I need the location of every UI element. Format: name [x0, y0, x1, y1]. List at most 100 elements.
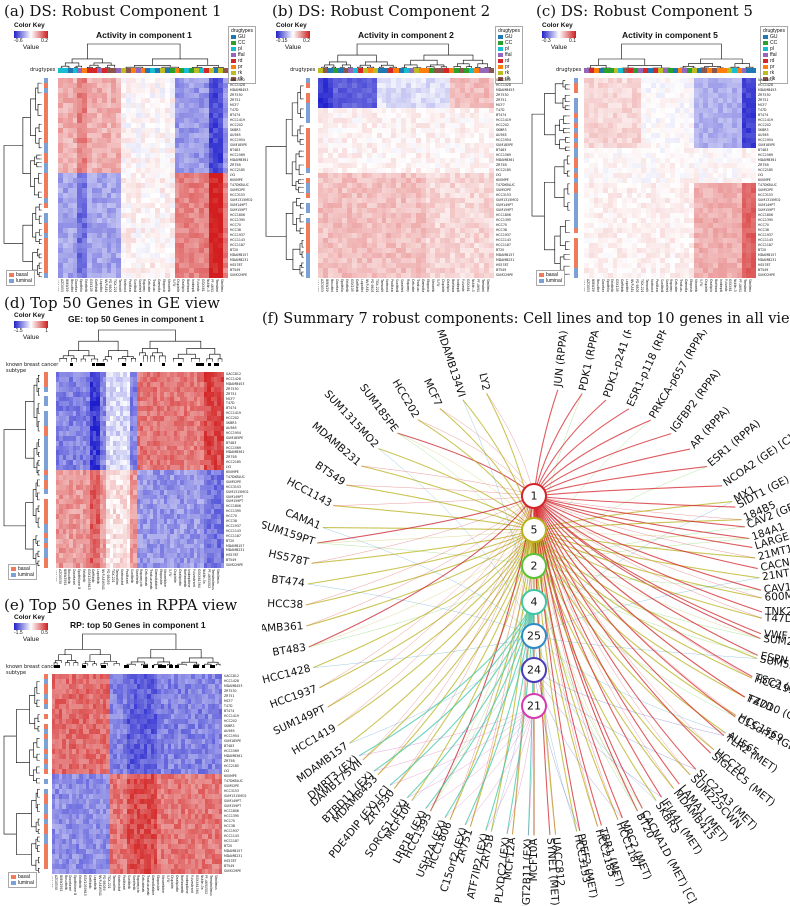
heatmap-cell — [371, 228, 377, 233]
heatmap-cell — [58, 188, 63, 193]
heatmap-cell — [376, 118, 382, 123]
heatmap-cell — [101, 113, 107, 118]
heatmap-cell — [636, 163, 642, 168]
heatmap-cell — [430, 263, 436, 268]
heatmap-cell — [631, 168, 637, 173]
heatmap-cell — [169, 173, 175, 178]
heatmap-cell — [386, 218, 392, 223]
heatmap-cell — [194, 88, 199, 93]
heatmap-cell — [189, 268, 194, 273]
heatmap-cell — [111, 163, 117, 168]
heatmap-cell — [650, 148, 656, 153]
drugtype-cell — [428, 68, 434, 73]
heatmap-cell — [584, 153, 589, 158]
heatmap-cell — [386, 153, 392, 158]
heatmap-cell — [337, 193, 343, 198]
heatmap-cell — [603, 238, 608, 243]
heatmap-cell — [459, 253, 465, 258]
heatmap-cell — [679, 258, 685, 263]
heatmap-cell — [82, 223, 88, 228]
heatmap-cell — [459, 183, 465, 188]
heatmap-cell — [72, 133, 78, 138]
heatmap-cell — [116, 158, 122, 163]
heatmap-cell — [189, 163, 194, 168]
heatmap-cell — [347, 143, 353, 148]
heatmap-cell — [454, 218, 460, 223]
heatmap-cell — [116, 128, 122, 133]
heatmap-cell — [130, 88, 136, 93]
heatmap-cell — [484, 223, 490, 228]
heatmap-cell — [469, 238, 475, 243]
heatmap-cell — [67, 263, 73, 268]
heatmap-cell — [435, 133, 441, 138]
heatmap-cell — [660, 178, 666, 183]
heatmap-cell — [337, 98, 343, 103]
heatmap-col-label: Ixabepilone — [191, 279, 195, 292]
subtype-cell — [574, 238, 578, 243]
heatmap-cell — [459, 143, 465, 148]
heatmap-cell — [469, 148, 475, 153]
heatmap-cell — [223, 238, 228, 243]
heatmap-col-labels: AG1478AZD0530BIBW2992BosutinibDocetaxelE… — [58, 278, 228, 292]
heatmap-cell — [607, 193, 613, 198]
heatmap-cell — [189, 123, 194, 128]
heatmap-cell — [622, 208, 627, 213]
heatmap-cell — [164, 258, 170, 263]
dendrogram-branch — [22, 224, 33, 262]
dendrogram-branch — [462, 59, 484, 64]
heatmap-cell — [106, 123, 112, 128]
heatmap-cell — [751, 238, 756, 243]
heatmap-cell — [689, 223, 694, 228]
heatmap-cell — [641, 238, 647, 243]
heatmap-cell — [708, 213, 713, 218]
heatmap-cell — [636, 153, 642, 158]
heatmap-cell — [440, 138, 446, 143]
heatmap-cell — [435, 228, 441, 233]
drugtypes-legend: drugtypes GU CC pl ffal rd pr rk rlk — [228, 26, 256, 84]
heatmap-cell — [405, 113, 411, 118]
dendrogram-leaf — [568, 137, 570, 143]
heatmap-cell — [386, 238, 392, 243]
heatmap-cell — [160, 138, 165, 143]
heatmap-cell — [445, 168, 450, 173]
heatmap-cell — [425, 143, 431, 148]
heatmap-cell — [92, 198, 97, 203]
heatmap-cell — [440, 223, 446, 228]
heatmap-cell — [184, 103, 190, 108]
heatmap-cell — [106, 193, 112, 198]
heatmap-cell — [751, 183, 756, 188]
heatmap-cell — [746, 198, 752, 203]
heatmap-cell — [440, 173, 446, 178]
heatmap-cell — [626, 128, 632, 133]
subtype-cell — [44, 98, 48, 103]
subtype-cell — [306, 83, 310, 88]
heatmap-cell — [164, 233, 170, 238]
heatmap-cell — [727, 243, 733, 248]
heatmap-cell — [87, 133, 92, 138]
heatmap-cell — [130, 213, 136, 218]
heatmap-cell — [361, 238, 367, 243]
heatmap-cell — [361, 273, 367, 278]
heatmap-cell — [732, 248, 737, 253]
heatmap-cell — [410, 193, 416, 198]
heatmap-cell — [111, 193, 117, 198]
heatmap-cell — [111, 188, 117, 193]
heatmap-cell — [641, 188, 647, 193]
heatmap-cell — [665, 118, 670, 123]
heatmap-cell — [415, 118, 421, 123]
heatmap-cell — [459, 88, 465, 93]
heatmap-cell — [111, 93, 117, 98]
heatmap-cell — [746, 173, 752, 178]
heatmap-cell — [160, 218, 165, 223]
heatmap-row-label: SKBR3 — [230, 128, 241, 132]
heatmap-cell — [689, 203, 694, 208]
heatmap-cell — [121, 263, 126, 268]
heatmap-cell — [135, 233, 141, 238]
heatmap-cell — [712, 193, 718, 198]
heatmap-cell — [489, 208, 494, 213]
heatmap-cell — [174, 228, 180, 233]
heatmap-cell — [337, 208, 343, 213]
heatmap-cell — [106, 188, 112, 193]
heatmap-cell — [96, 193, 102, 198]
heatmap-cell — [410, 243, 416, 248]
